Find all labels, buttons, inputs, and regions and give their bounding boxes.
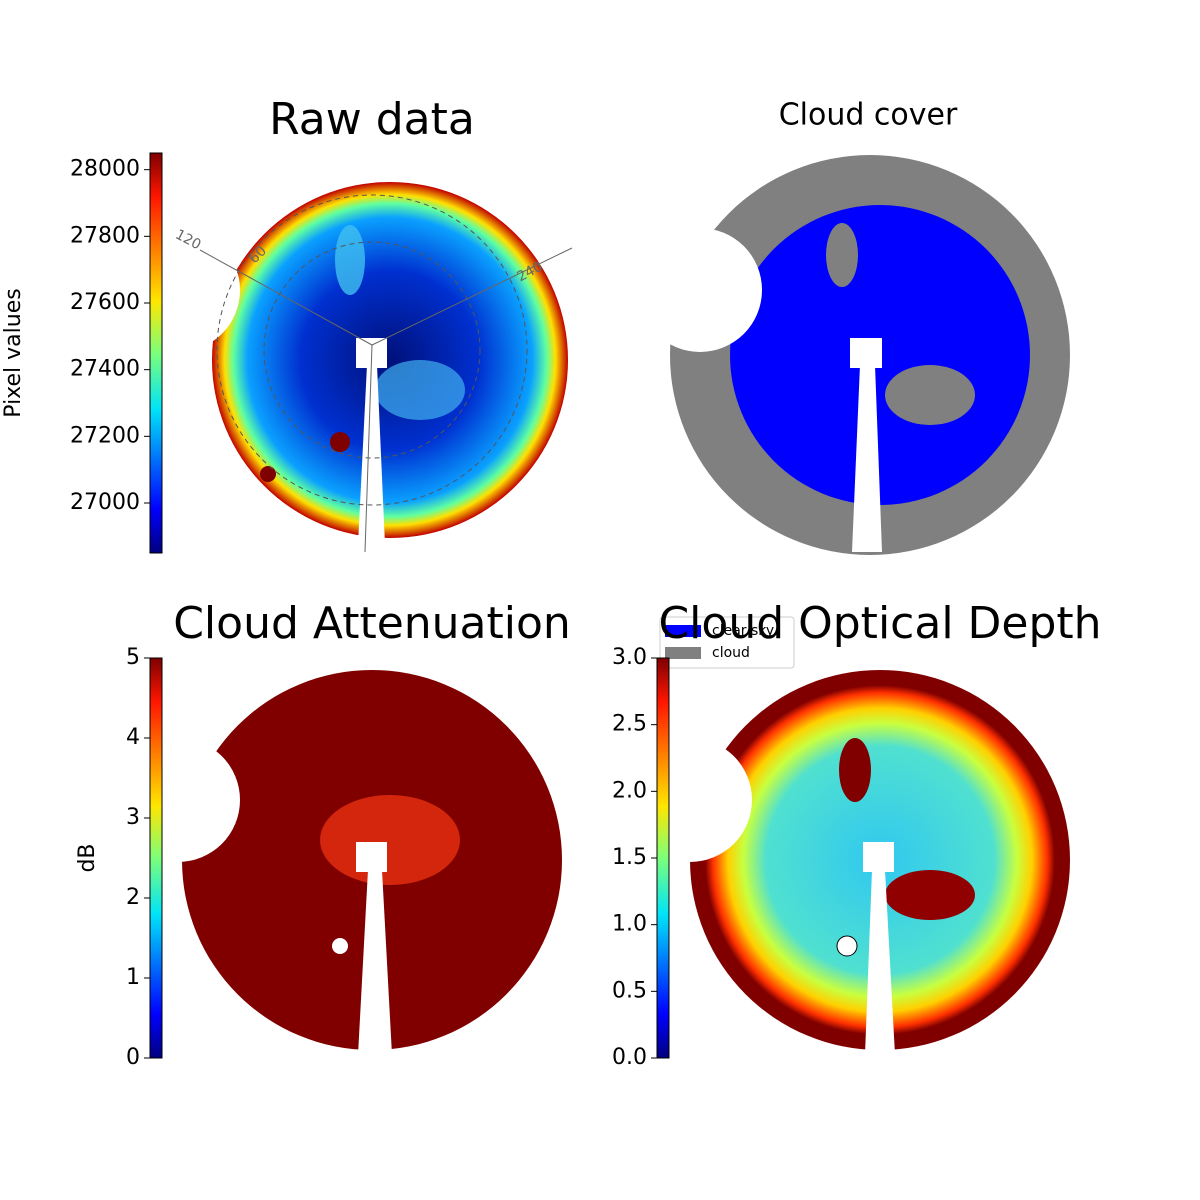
legend-swatch — [665, 625, 701, 637]
tick-label: 1 — [126, 965, 140, 990]
legend-label: clear sky — [712, 623, 774, 639]
panel-title: Cloud Attenuation — [173, 598, 571, 649]
panel-title: Cloud Optical Depth — [658, 598, 1101, 649]
tick-label: 27800 — [70, 223, 140, 248]
tick-label: 1.0 — [612, 912, 647, 937]
tick-label: 3.0 — [612, 645, 647, 670]
colorbar — [149, 152, 163, 554]
tick-label: 0.0 — [612, 1045, 647, 1070]
tick-label: 27600 — [70, 290, 140, 315]
optical-depth-image — [628, 670, 1070, 1055]
tick-label: 27000 — [70, 490, 140, 515]
tick-label: 2 — [126, 885, 140, 910]
tick-label: 2.0 — [612, 778, 647, 803]
panel-title: Cloud cover — [779, 98, 958, 133]
cloud-cover-image — [638, 155, 1070, 555]
legend-swatch — [665, 647, 701, 659]
legend-label: cloud — [712, 645, 750, 661]
tick-label: 3 — [126, 805, 140, 830]
tick-label: 28000 — [70, 157, 140, 182]
tick-label: 1.5 — [612, 845, 647, 870]
colorbar — [656, 657, 670, 1059]
tick-label: 2.5 — [612, 712, 647, 737]
panel-title: Raw data — [269, 94, 475, 145]
tick-label: 5 — [126, 645, 140, 670]
tick-label: 4 — [126, 725, 140, 750]
colorbar-label: Pixel values — [1, 288, 26, 417]
raw-image — [116, 182, 573, 553]
tick-label: 27200 — [70, 423, 140, 448]
tick-label: 0 — [126, 1045, 140, 1070]
tick-label: 0.5 — [612, 978, 647, 1003]
colorbar-label: dB — [75, 843, 100, 872]
tick-label: 27400 — [70, 357, 140, 382]
colorbar — [149, 657, 163, 1059]
attenuation-image — [116, 670, 562, 1055]
